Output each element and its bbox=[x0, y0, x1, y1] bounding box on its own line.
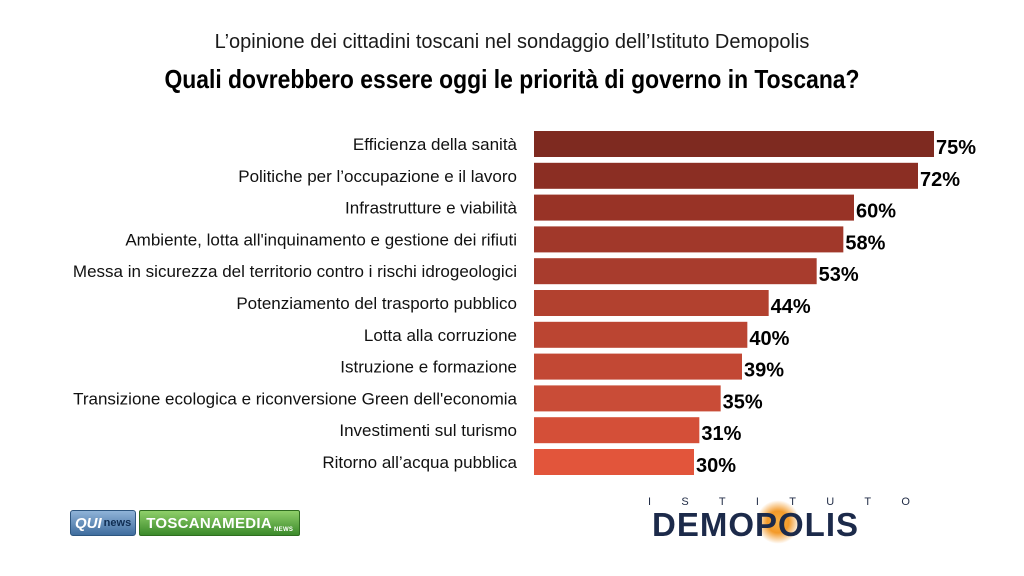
istituto-letter: U bbox=[826, 496, 835, 508]
value-label: 72% bbox=[920, 169, 960, 191]
toscanamedia-logo: TOSCANAMEDIA NEWS bbox=[139, 510, 301, 536]
category-label: Investimenti sul turismo bbox=[339, 421, 517, 440]
istituto-letter: I bbox=[755, 496, 759, 508]
istituto-letter: T bbox=[789, 496, 796, 508]
category-label: Transizione ecologica e riconversione Gr… bbox=[73, 389, 517, 408]
bar bbox=[534, 194, 854, 221]
bar bbox=[534, 385, 721, 412]
bar bbox=[534, 353, 742, 380]
quinews-logo: QUI news bbox=[70, 510, 137, 536]
category-label: Potenziamento del trasporto pubblico bbox=[236, 294, 517, 313]
quinews-logo-news: news bbox=[103, 517, 132, 529]
value-label: 60% bbox=[856, 201, 896, 223]
category-label: Messa in sicurezza del territorio contro… bbox=[73, 262, 517, 281]
value-label: 31% bbox=[701, 423, 741, 445]
chart-subtitle: L’opinione dei cittadini toscani nel son… bbox=[214, 31, 810, 53]
chart-title: Quali dovrebbero essere oggi le priorità… bbox=[164, 64, 860, 94]
demopolis-sun-emblem bbox=[756, 500, 800, 544]
istituto-letter: I bbox=[648, 496, 652, 508]
demopolis-wordmark: DEMOPOLIS bbox=[652, 506, 860, 543]
bar bbox=[534, 290, 769, 316]
category-label: Infrastrutture e viabilità bbox=[345, 199, 518, 218]
toscanamedia-logo-news: NEWS bbox=[274, 527, 294, 533]
bar bbox=[534, 162, 918, 189]
value-label: 39% bbox=[744, 360, 784, 382]
value-label: 53% bbox=[819, 264, 859, 286]
quinews-toscanamedia-logo: QUI news TOSCANAMEDIA NEWS bbox=[70, 510, 301, 536]
bar bbox=[534, 131, 934, 157]
value-label: 75% bbox=[936, 137, 976, 159]
category-label: Ambiente, lotta all'inquinamento e gesti… bbox=[125, 230, 517, 249]
value-label: 44% bbox=[771, 296, 811, 318]
category-label: Politiche per l’occupazione e il lavoro bbox=[238, 167, 517, 186]
istituto-letter: S bbox=[681, 496, 689, 508]
demopolis-logo: I S T I T U T O DEMOPOLIS bbox=[648, 496, 918, 546]
category-label: Efficienza della sanità bbox=[353, 135, 518, 154]
category-label: Ritorno all’acqua pubblica bbox=[322, 453, 517, 472]
value-label: 30% bbox=[696, 455, 736, 477]
value-label: 40% bbox=[749, 328, 789, 350]
istituto-letter: T bbox=[864, 496, 872, 508]
istituto-letter: O bbox=[901, 496, 910, 508]
istituto-letter: T bbox=[718, 496, 726, 508]
value-label: 58% bbox=[845, 232, 885, 254]
category-label: Lotta alla corruzione bbox=[364, 326, 517, 345]
category-label: Istruzione e formazione bbox=[340, 358, 517, 377]
bar bbox=[534, 258, 817, 285]
value-label: 35% bbox=[723, 391, 763, 413]
bar bbox=[534, 226, 844, 253]
quinews-logo-qui: QUI bbox=[75, 514, 102, 532]
toscanamedia-logo-text: TOSCANAMEDIA bbox=[146, 514, 273, 532]
bar bbox=[534, 417, 700, 444]
bar bbox=[534, 449, 694, 475]
bar bbox=[534, 321, 748, 348]
